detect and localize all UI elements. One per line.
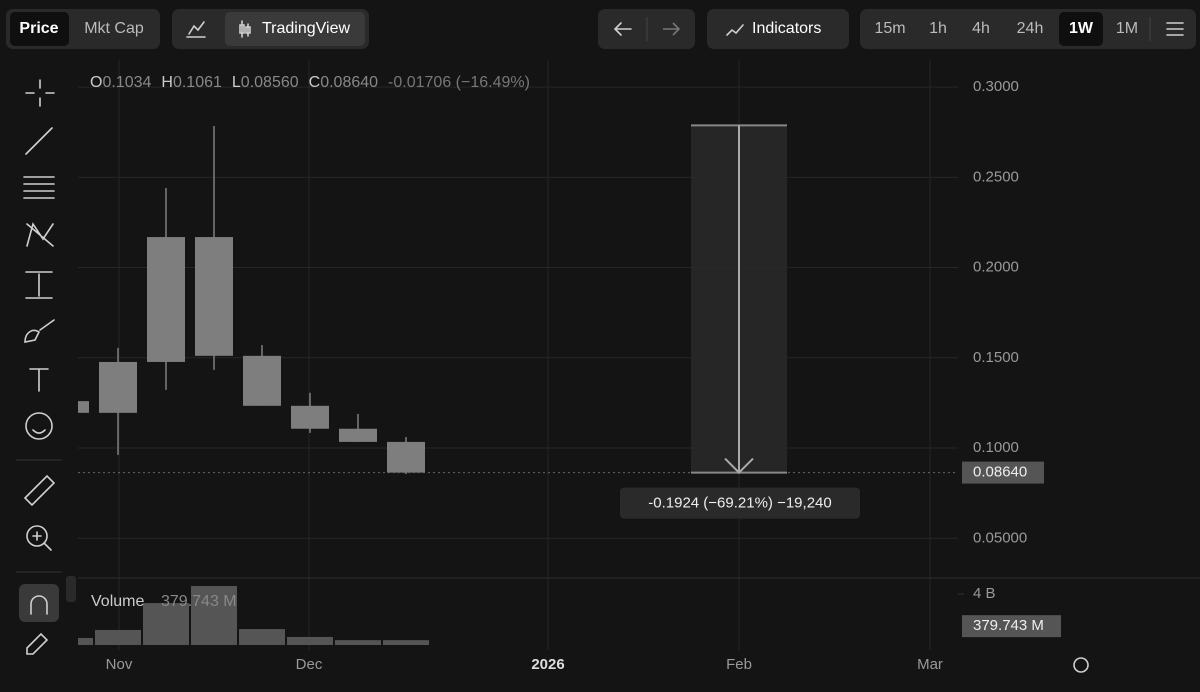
interval-button[interactable]: 1W — [1069, 20, 1094, 37]
ohlc-value: 0.08560 — [241, 74, 299, 91]
x-tick-label: Nov — [106, 656, 133, 673]
volume-tick-label: 4 B — [973, 585, 996, 602]
candle-body — [78, 401, 89, 413]
axis-settings[interactable] — [1073, 657, 1089, 673]
emoji-smile — [32, 429, 46, 434]
indicators-label: Indicators — [752, 20, 821, 37]
ohlc-key: C — [309, 74, 321, 91]
candle-body — [291, 405, 329, 429]
x-tick-label: Mar — [917, 656, 943, 673]
y-tick-label: 0.05000 — [973, 529, 1027, 546]
volume-bar — [143, 603, 189, 645]
candle-body — [99, 361, 137, 413]
measure-label-box — [620, 487, 860, 519]
volume-bar — [78, 637, 93, 645]
candle-body — [339, 428, 377, 442]
volume-bar — [239, 629, 285, 645]
y-tick-label: 0.2500 — [973, 168, 1019, 185]
indicators-icon — [726, 24, 744, 36]
interval-button[interactable]: 15m — [874, 20, 905, 37]
last-price-label: 0.08640 — [973, 464, 1027, 481]
interval-button[interactable]: 1M — [1116, 20, 1138, 37]
active-interval — [1059, 12, 1103, 46]
y-tick-label: 0.1500 — [973, 349, 1019, 366]
zoom-plus — [32, 531, 52, 551]
lock-tool[interactable] — [26, 632, 49, 655]
y-tick-label: 0.2000 — [973, 259, 1019, 276]
candle-body — [387, 441, 425, 473]
x-tick-label: Dec — [296, 656, 323, 673]
ohlc-value: 0.1034 — [102, 74, 151, 91]
candle-body — [147, 237, 185, 362]
x-tick-label: 2026 — [531, 656, 564, 673]
volume-bar — [383, 640, 429, 645]
measure-arrowhead — [724, 457, 754, 475]
brush-tool[interactable] — [24, 319, 55, 343]
ruler-tool[interactable] — [23, 474, 56, 507]
volume-tag-label: 379.743 M — [973, 617, 1044, 634]
ohlc-change: -0.01706 (−16.49%) — [388, 74, 530, 91]
y-tick-label: 0.1000 — [973, 439, 1019, 456]
projection-tool[interactable] — [25, 271, 53, 299]
candle-body — [195, 237, 233, 356]
fib-tool[interactable] — [23, 176, 55, 199]
x-tick-label: Feb — [726, 656, 752, 673]
price-button[interactable] — [10, 12, 69, 46]
volume-bar — [191, 585, 237, 645]
candle-body — [243, 355, 281, 406]
interval-button[interactable]: 24h — [1017, 20, 1044, 37]
crosshair-tool[interactable] — [25, 79, 55, 107]
indicators-button[interactable] — [707, 9, 849, 49]
tradingview-button[interactable] — [225, 12, 365, 46]
ohlc-key: L — [232, 74, 241, 91]
volume-name: Volume — [91, 593, 144, 610]
pattern-tool[interactable] — [26, 222, 54, 247]
candle-icon — [239, 20, 251, 38]
price-label: Price — [19, 20, 58, 37]
ohlc-value: 0.08640 — [320, 74, 378, 91]
y-tick-label: 0.3000 — [973, 78, 1019, 95]
volume-bar — [335, 640, 381, 645]
magnet-button[interactable] — [19, 584, 59, 622]
ohlc-key: H — [161, 74, 173, 91]
last-price-tag — [962, 461, 1044, 484]
interval-button[interactable]: 4h — [972, 20, 990, 37]
trend-line-tool[interactable] — [25, 127, 53, 155]
back-button[interactable] — [613, 22, 632, 36]
text-tool[interactable] — [29, 368, 49, 392]
magnet-icon — [30, 595, 48, 615]
ohlc-key: O — [90, 74, 102, 91]
mkt-cap-button[interactable]: Mkt Cap — [84, 20, 144, 37]
interval-button[interactable]: 1h — [929, 20, 947, 37]
tradingview-label: TradingView — [262, 20, 350, 37]
forward-button[interactable] — [663, 22, 681, 36]
emoji-tool[interactable] — [25, 412, 53, 440]
volume-value: 379.743 M — [161, 593, 237, 610]
line-chart-icon[interactable] — [186, 21, 206, 38]
settings-button[interactable] — [1166, 22, 1184, 36]
volume-tag — [962, 615, 1061, 638]
measure-label: -0.1924 (−69.21%) −19,240 — [648, 495, 831, 512]
zoom-tool[interactable] — [26, 525, 48, 547]
collapse-button[interactable] — [66, 576, 76, 602]
ohlc-value: 0.1061 — [173, 74, 222, 91]
candles — [78, 126, 429, 645]
interval-group — [860, 9, 1196, 49]
volume-bar — [95, 629, 141, 645]
volume-bar — [287, 636, 333, 645]
drawing-tools — [23, 79, 56, 655]
